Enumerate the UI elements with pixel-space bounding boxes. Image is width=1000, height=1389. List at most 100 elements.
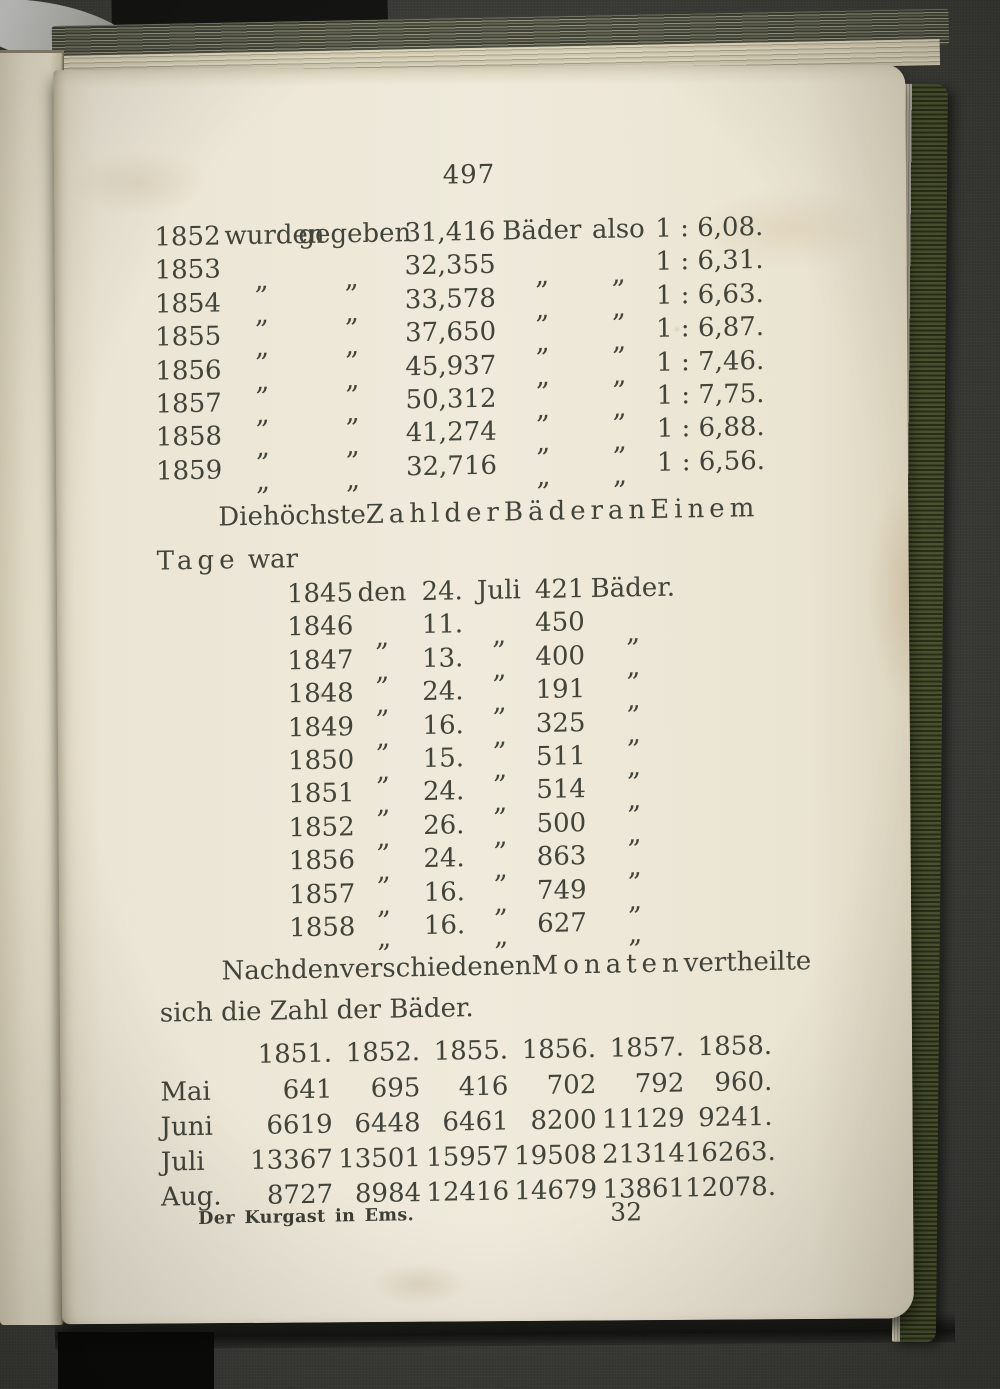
- value-cell: 15957: [426, 1141, 509, 1173]
- ratio-cell: 1 : 6,87.: [655, 312, 765, 345]
- count-cell: 627: [537, 908, 587, 940]
- ditto-mark: „: [345, 430, 360, 462]
- ditto-mark: „: [255, 365, 270, 397]
- also-cell: also: [591, 214, 645, 245]
- ratio-cell: 1 : 6,31.: [655, 245, 764, 278]
- word-emphasized: an: [607, 494, 651, 526]
- ditto-mark: „: [627, 851, 642, 883]
- day-cell: 13.: [421, 643, 464, 674]
- ditto-mark: „: [492, 653, 507, 685]
- count-cell: 421: [534, 574, 585, 606]
- day-cell: 15.: [422, 743, 465, 775]
- month-cell: Juli: [476, 575, 521, 607]
- day-cell: 11.: [421, 609, 464, 641]
- word-emphasized: Monaten: [531, 948, 684, 982]
- word-emphasized: Bäder: [503, 495, 609, 528]
- ditto-mark: „: [375, 722, 391, 754]
- ratio-cell: 1 : 6,56.: [656, 445, 766, 478]
- count-cell: 31,416: [404, 216, 496, 249]
- year-cell: 1853: [154, 254, 221, 287]
- year-cell: 1845: [286, 578, 354, 610]
- baths-by-month-table: 1851. 1852. 1855. 1856. 1857. 1858. Mai …: [160, 1027, 777, 1216]
- word-cell: den: [357, 577, 407, 609]
- word-emphasized: Tage: [156, 545, 240, 577]
- heading-highest-number-line1: Die höchste Zahl der Bäder an Einem: [218, 493, 759, 533]
- word: Die: [218, 501, 264, 533]
- ditto-mark: „: [612, 359, 627, 391]
- day-cell: 24.: [422, 676, 464, 708]
- year-cell: 1850: [287, 745, 355, 777]
- day-cell: 16.: [423, 876, 466, 908]
- ratio-cell: 1 : 6,63.: [655, 278, 764, 311]
- word: höchste: [262, 499, 366, 532]
- ditto-mark: „: [493, 753, 508, 785]
- ditto-mark: „: [346, 463, 361, 496]
- ditto-mark: „: [627, 751, 642, 783]
- ditto-mark: „: [376, 855, 391, 888]
- ditto-mark: „: [626, 650, 641, 683]
- year-cell: 1856: [155, 355, 222, 387]
- count-cell: 749: [536, 874, 587, 906]
- signature-number: 32: [610, 1197, 643, 1227]
- page-number: 497: [442, 159, 496, 191]
- value-cell: 12416: [426, 1176, 510, 1208]
- ditto-mark: „: [375, 655, 390, 687]
- ditto-mark: „: [535, 260, 550, 292]
- ditto-mark: „: [377, 922, 392, 954]
- word-emphasized: der: [444, 497, 505, 529]
- year-cell: 1847: [287, 644, 354, 677]
- value-cell: 9241.: [698, 1101, 773, 1134]
- count-cell: 500: [536, 807, 587, 839]
- year-cell: 1846: [287, 611, 354, 643]
- count-cell: 400: [535, 640, 586, 672]
- ditto-mark: „: [254, 265, 269, 297]
- ditto-mark: „: [493, 786, 508, 819]
- ratio-cell: 1 : 7,46.: [656, 345, 765, 378]
- ditto-mark: „: [376, 755, 391, 787]
- ditto-mark: „: [376, 788, 391, 821]
- heading-highest-number-line2: Tage war: [157, 544, 299, 576]
- value-cell: 14679: [514, 1174, 598, 1207]
- year-cell: 1851: [288, 778, 355, 810]
- value-cell: 11129: [601, 1103, 685, 1135]
- month-label: Mai: [160, 1076, 211, 1108]
- ditto-mark: „: [626, 617, 641, 649]
- count-cell: 33,578: [404, 283, 496, 316]
- signature-imprint: Der Kurgast in Ems.: [198, 1205, 415, 1229]
- count-cell: 863: [536, 841, 587, 873]
- ditto-mark: „: [536, 460, 551, 492]
- value-cell: 960.: [714, 1066, 773, 1098]
- paragraph-months-line1: Nach den verschiedenen Monaten vertheilt…: [221, 946, 811, 986]
- ditto-mark: „: [535, 360, 550, 392]
- word-cell: wurden: [224, 219, 325, 252]
- ditto-mark: „: [492, 686, 507, 718]
- value-cell: 13367: [250, 1144, 333, 1177]
- count-cell: 514: [536, 774, 587, 806]
- ditto-mark: „: [344, 263, 359, 295]
- day-cell: 24.: [422, 776, 465, 808]
- value-cell: 13501: [338, 1143, 421, 1175]
- ditto-mark: „: [536, 393, 551, 425]
- word: den: [290, 954, 340, 986]
- year-header: 1858.: [697, 1030, 773, 1063]
- word: verschiedenen: [339, 951, 532, 985]
- value-cell: 416: [458, 1071, 509, 1103]
- ratio-cell: 1 : 6,08.: [655, 211, 764, 244]
- count-cell: 37,650: [404, 316, 497, 349]
- year-cell: 1848: [287, 678, 354, 710]
- previous-page-edge: [0, 50, 64, 1325]
- value-cell: 6461: [442, 1106, 509, 1138]
- ditto-mark: „: [255, 398, 270, 430]
- year-header: 1857.: [609, 1032, 685, 1064]
- ditto-mark: „: [612, 425, 627, 458]
- year-cell: 1852: [154, 221, 221, 253]
- value-cell: 12078.: [684, 1171, 777, 1204]
- ditto-mark: „: [376, 822, 391, 854]
- ditto-mark: „: [345, 397, 360, 429]
- ditto-mark: „: [376, 889, 392, 921]
- count-cell: 511: [535, 741, 586, 773]
- ditto-mark: „: [628, 918, 643, 950]
- year-header: 1851.: [257, 1038, 333, 1070]
- ditto-mark: „: [256, 465, 271, 497]
